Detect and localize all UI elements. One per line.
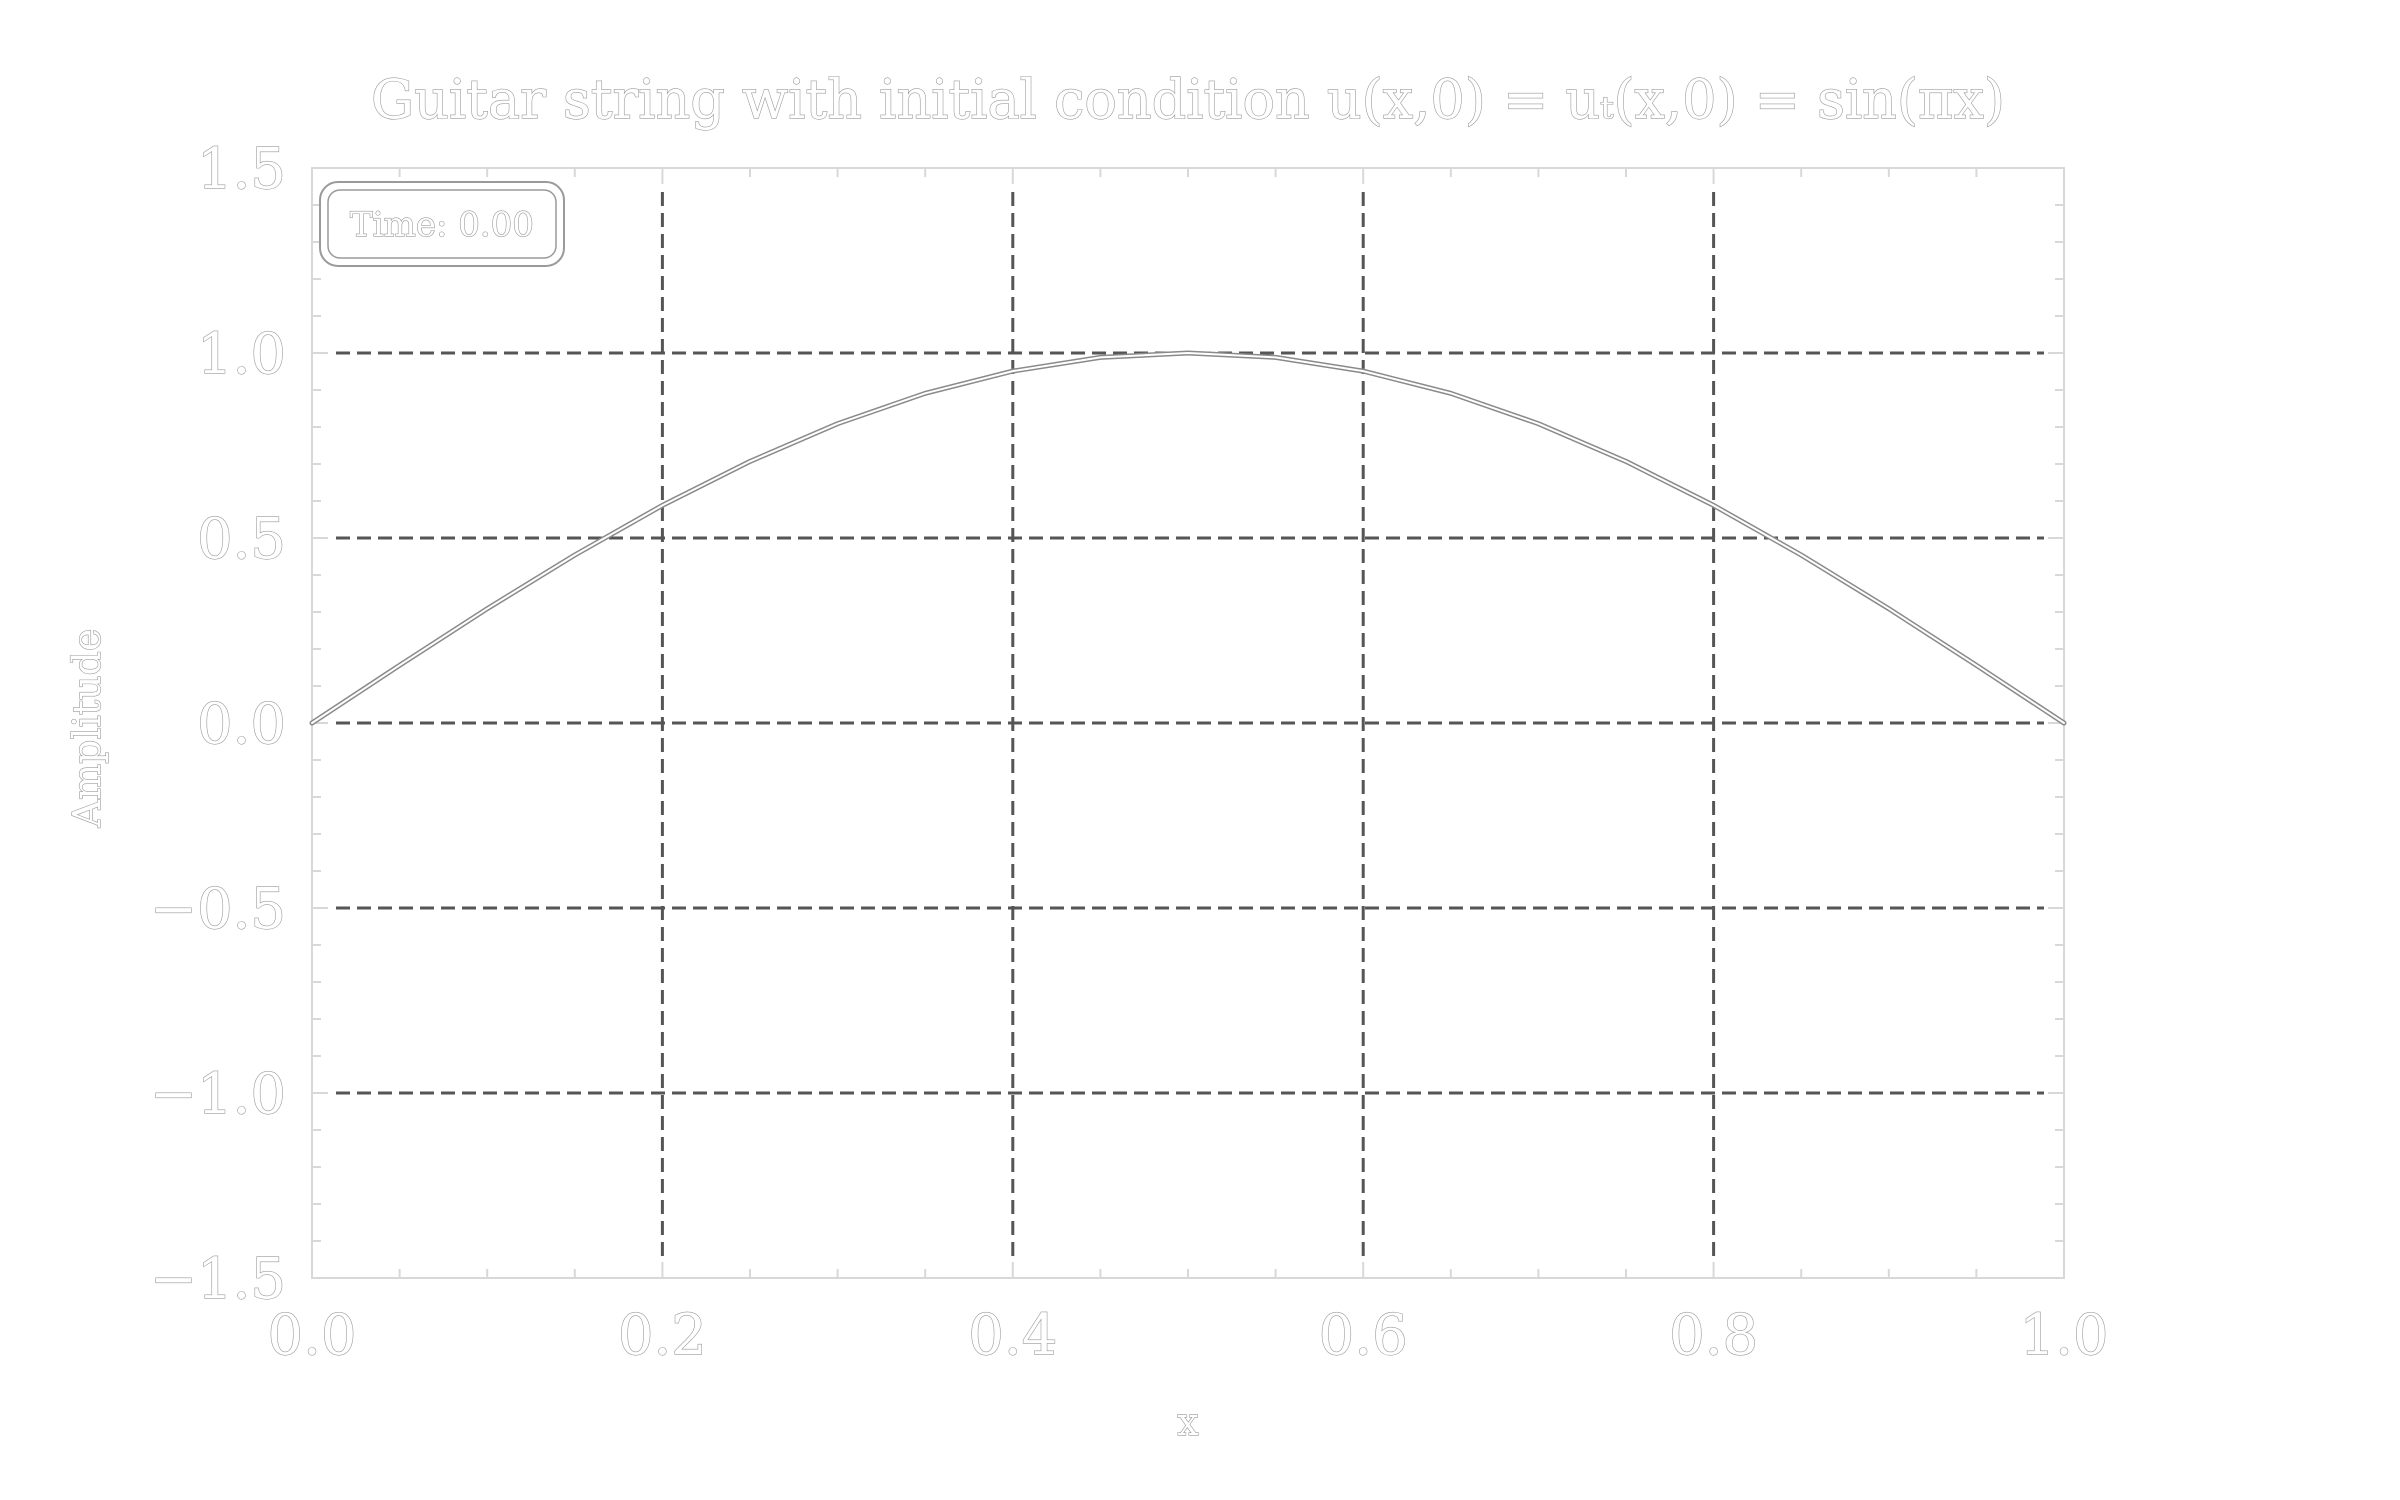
time-annotation-inner-box: [327, 189, 557, 259]
y-tick-label: −1.0: [150, 1062, 286, 1127]
y-tick-label: 1.5: [197, 137, 286, 202]
x-tick-label: 0.2: [618, 1303, 707, 1368]
x-tick-label: 1.0: [2019, 1303, 2108, 1368]
x-axis-label: x: [1177, 1400, 1198, 1444]
y-tick-label: 0.0: [197, 692, 286, 757]
y-tick-label: 0.5: [197, 507, 286, 572]
y-axis-label: Amplitude: [65, 629, 109, 829]
x-tick-label: 0.0: [267, 1303, 356, 1368]
y-tick-labels: −1.5 −1.0 −0.5 0.0 0.5 1.0 1.5: [149, 136, 286, 1312]
time-annotation: Time: 0.00: [319, 181, 565, 267]
y-tick-label: −0.5: [150, 877, 286, 942]
chart-title: Guitar string with initial condition u(x…: [371, 68, 2005, 131]
x-tick-label: 0.6: [1319, 1303, 1408, 1368]
x-tick-label: 0.4: [968, 1303, 1057, 1368]
tick-marks: [312, 168, 2064, 1278]
x-tick-labels: 0.0 0.2 0.4 0.6 0.8 1.0: [267, 1302, 2109, 1368]
series-layer: [309, 350, 2067, 726]
time-annotation-box: [319, 181, 565, 267]
y-tick-label: −1.5: [150, 1247, 286, 1312]
series-line-highlight: [311, 352, 2065, 724]
time-annotation-text: Time: 0.00: [350, 205, 534, 245]
y-tick-label: 1.0: [197, 322, 286, 387]
x-tick-label: 0.8: [1669, 1303, 1758, 1368]
